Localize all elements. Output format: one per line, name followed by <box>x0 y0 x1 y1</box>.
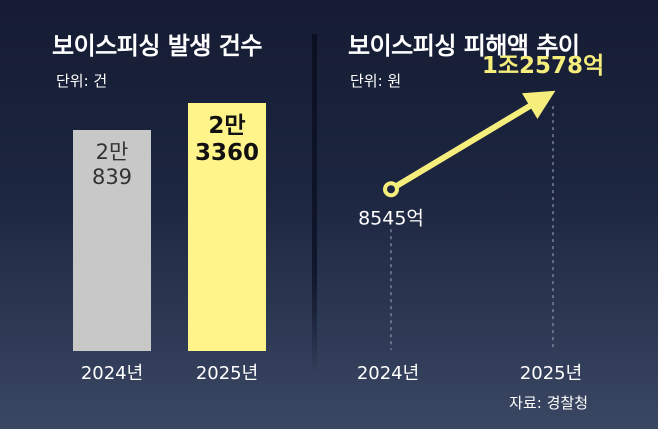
line-x-tick-2024: 2024년 <box>356 363 420 384</box>
line-chart-title: 보이스피싱 피해액 추이 <box>348 32 580 60</box>
bar-x-tick-2024: 2024년 <box>80 363 144 384</box>
line-data-label-2024: 8545억 <box>358 207 424 229</box>
data-point-2024 <box>383 181 399 198</box>
bar-2024-data-label-line-2: 839 <box>91 165 133 190</box>
source-note: 자료: 경찰청 <box>509 394 588 412</box>
line-x-tick-2025: 2025년 <box>519 363 583 384</box>
bar-x-tick-2025: 2025년 <box>195 363 259 384</box>
bar-2025-data-label-line-2: 3360 <box>194 140 259 167</box>
bar-2024-data-label: 2만 839 <box>73 140 151 190</box>
bar-chart-title: 보이스피싱 발생 건수 <box>52 32 262 60</box>
bar-2025 <box>188 103 266 351</box>
bar-2024-data-label-line-1: 2만 <box>95 140 129 165</box>
line-chart-unit: 단위: 원 <box>350 72 402 90</box>
bar-2025-data-label: 2만 3360 <box>188 113 266 167</box>
line-data-label-2025: 1조2578억 <box>482 53 604 79</box>
bar-chart-unit: 단위: 건 <box>56 72 108 90</box>
bar-2024 <box>73 130 151 351</box>
series-line <box>394 90 556 189</box>
bar-2025-data-label-line-1: 2만 <box>208 113 246 140</box>
panel-divider <box>312 34 317 372</box>
